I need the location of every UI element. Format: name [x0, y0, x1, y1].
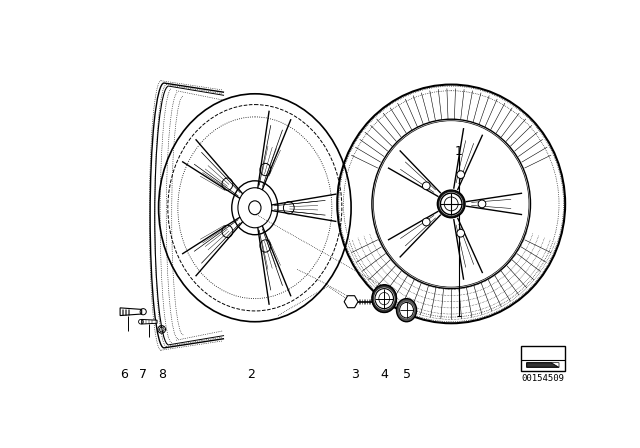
- Ellipse shape: [440, 193, 462, 215]
- Ellipse shape: [375, 289, 394, 309]
- Text: 2: 2: [247, 368, 255, 381]
- Text: 1: 1: [455, 145, 463, 158]
- Ellipse shape: [372, 285, 397, 313]
- Ellipse shape: [422, 182, 430, 190]
- Polygon shape: [344, 296, 358, 308]
- Ellipse shape: [249, 201, 261, 215]
- Text: 5: 5: [403, 368, 410, 381]
- Polygon shape: [527, 363, 559, 367]
- Polygon shape: [141, 319, 157, 324]
- Ellipse shape: [478, 200, 486, 208]
- Ellipse shape: [373, 121, 529, 287]
- Text: 00154509: 00154509: [522, 374, 564, 383]
- Polygon shape: [551, 363, 559, 367]
- Ellipse shape: [399, 302, 413, 318]
- Text: 7: 7: [140, 368, 147, 381]
- Bar: [520, 346, 565, 371]
- Text: 8: 8: [157, 368, 166, 381]
- Ellipse shape: [457, 229, 465, 237]
- Polygon shape: [120, 308, 141, 315]
- Ellipse shape: [457, 171, 465, 178]
- Text: 4: 4: [380, 368, 388, 381]
- Ellipse shape: [422, 218, 430, 226]
- Ellipse shape: [397, 299, 417, 322]
- Text: 6: 6: [120, 368, 128, 381]
- Text: 3: 3: [351, 368, 359, 381]
- Ellipse shape: [437, 190, 465, 218]
